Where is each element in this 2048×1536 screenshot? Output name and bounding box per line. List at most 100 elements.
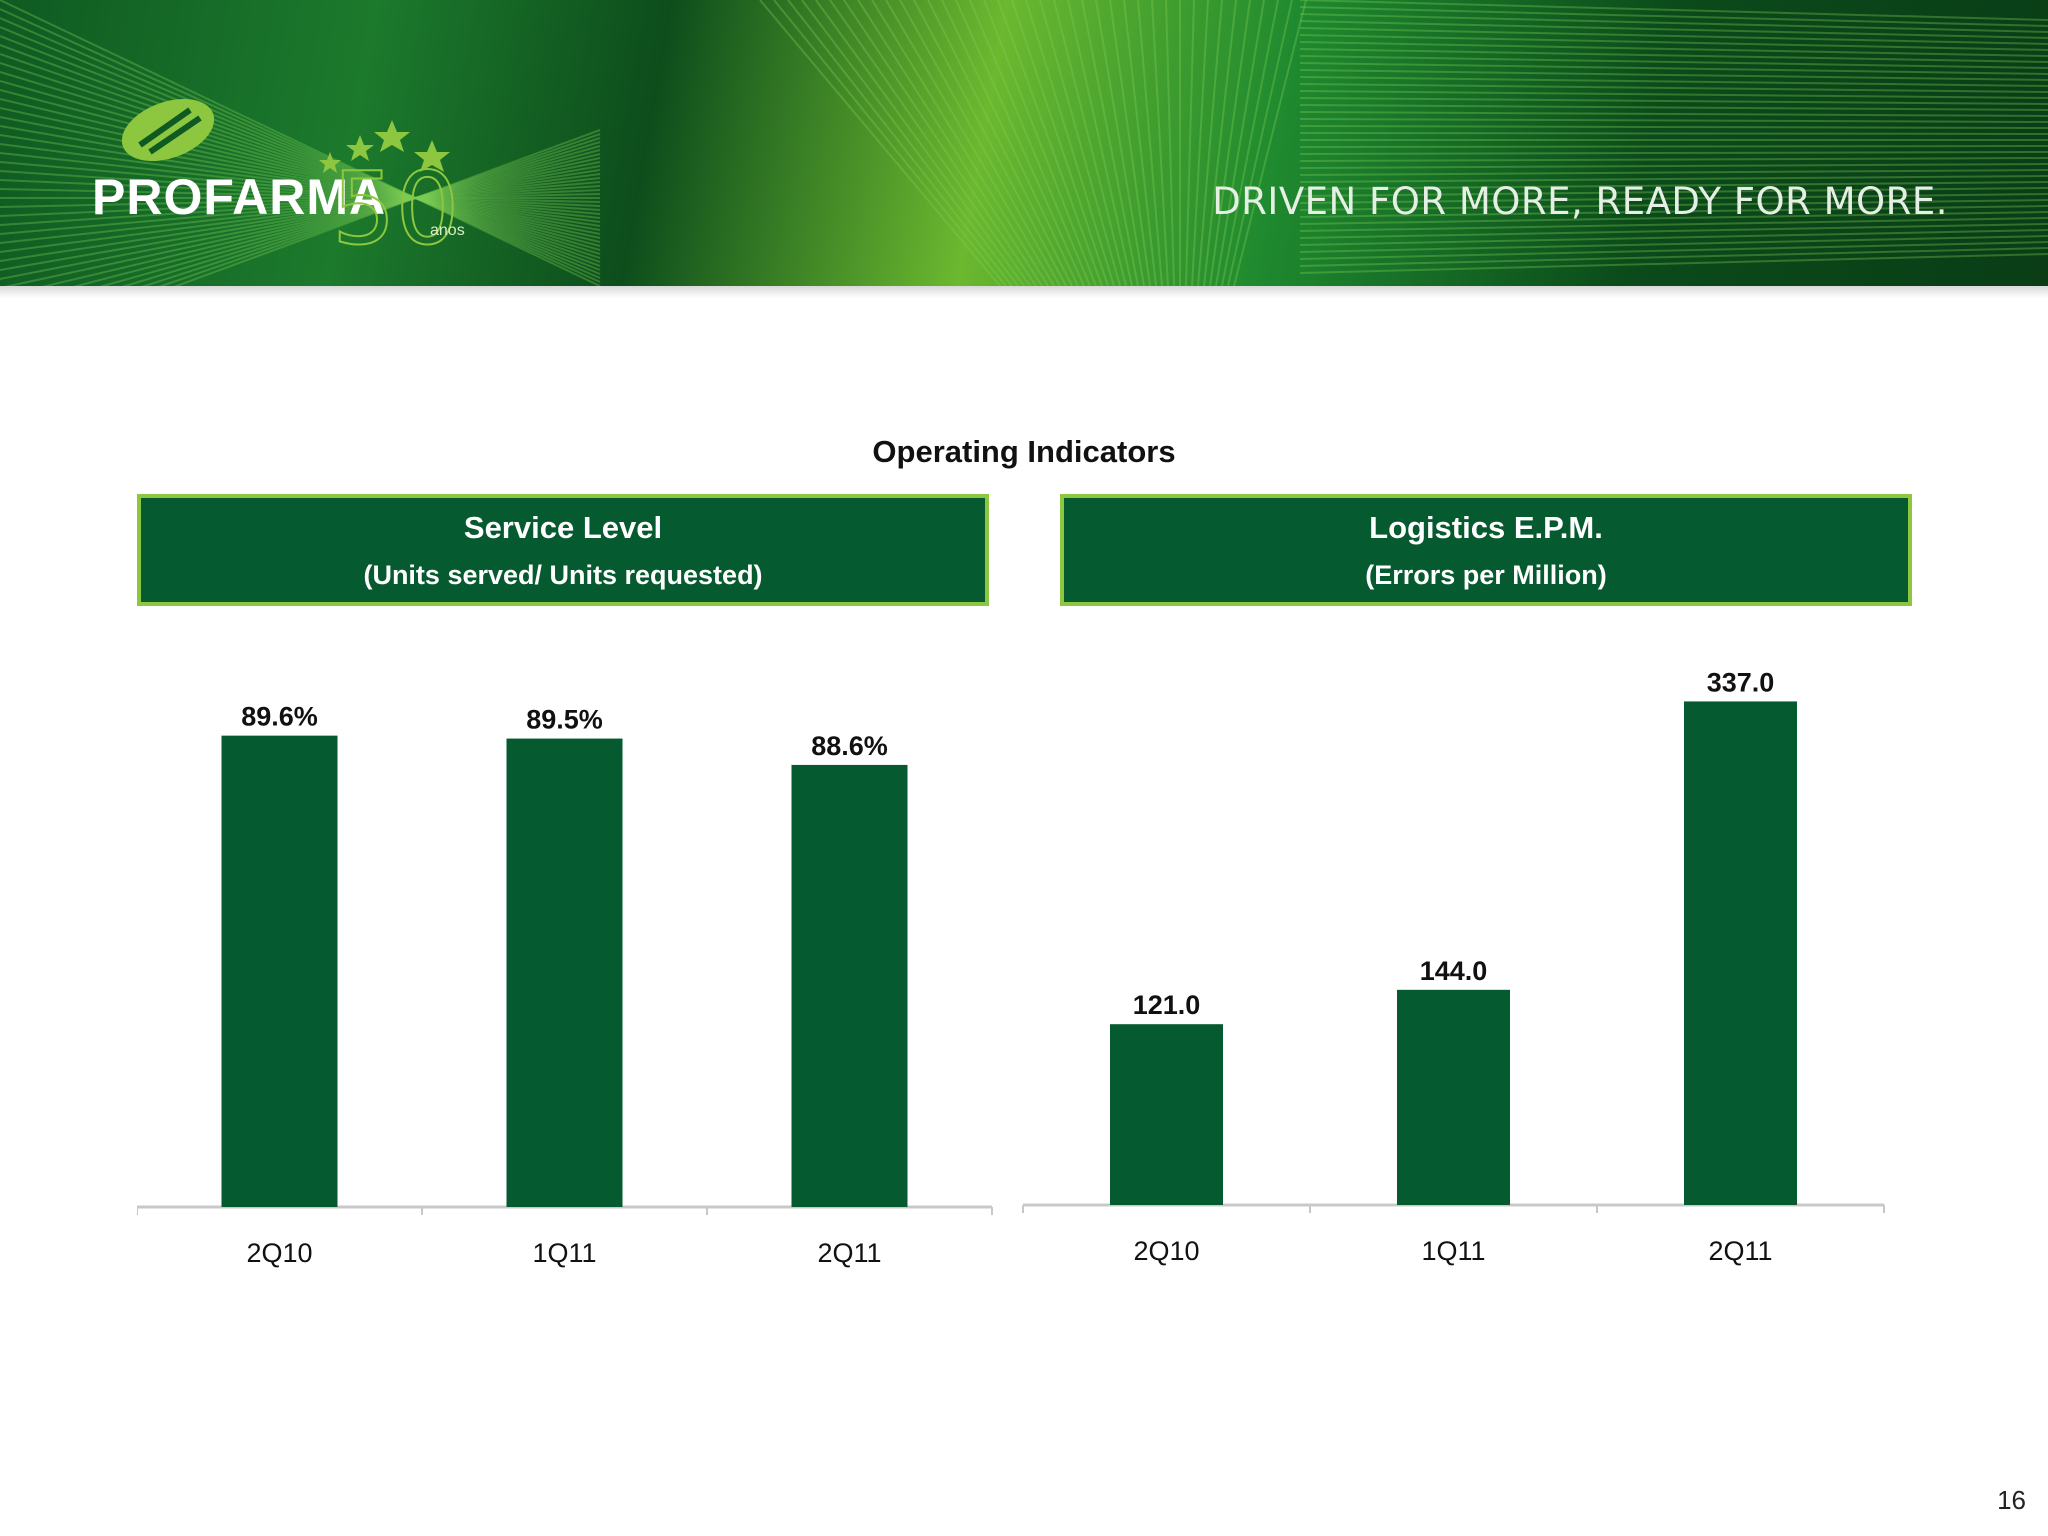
banner-stripe	[0, 107, 601, 239]
panel-header-service-level: Service Level (Units served/ Units reque…	[137, 494, 989, 606]
logo-stars	[319, 120, 450, 173]
banner-stripe	[1299, 193, 2048, 204]
banner-stripe	[969, 0, 1091, 286]
banner-stripe	[1299, 13, 2048, 33]
service-level-chart: 89.6% 2Q10 89.5% 1Q11 88.6% 2Q11	[137, 702, 993, 1268]
banner-stripe	[1299, 6, 2048, 27]
banner-stripe	[0, 152, 601, 219]
banner-stripe	[0, 181, 601, 235]
banner-stripe	[787, 0, 1013, 286]
banner-stripe	[72, 149, 601, 286]
banner-stripe	[1039, 0, 1121, 286]
banner-stripe	[0, 71, 601, 255]
banner-stripe	[4, 157, 601, 286]
banner-stripe	[997, 0, 1103, 286]
bar-2q10	[1110, 1024, 1223, 1205]
bar-1q11	[506, 738, 623, 1207]
banner-stripe	[1299, 151, 2048, 155]
banner-stripe	[1081, 0, 1139, 286]
banner-stripe	[0, 53, 601, 263]
page-title: Operating Indicators	[872, 434, 1176, 469]
banner-stripe	[843, 0, 1037, 286]
banner-stripe	[941, 0, 1079, 286]
banner-stripe	[1299, 229, 2048, 246]
bar-2q10	[221, 735, 338, 1207]
banner-stripe	[0, 17, 601, 279]
page-number: 16	[1997, 1485, 2026, 1515]
banner-stripe	[0, 143, 601, 223]
banner-stripe	[0, 125, 601, 231]
banner-stripe	[1209, 0, 1251, 286]
banner-stripe	[1299, 253, 2048, 274]
brand-years: 50	[331, 149, 460, 268]
banner-stripe	[1299, 20, 2048, 39]
banner-stripe	[983, 0, 1097, 286]
banner-stripe	[1299, 55, 2048, 69]
banner-stripe	[1197, 0, 1223, 286]
banner-stripe	[1299, 62, 2048, 75]
banner-stripe	[1299, 111, 2048, 117]
banner-stripe	[955, 0, 1085, 286]
banner-stripe	[0, 89, 601, 247]
banner-stripe	[913, 0, 1067, 286]
banner-stripe	[1299, 181, 2048, 190]
logistics-epm-chart: 121.0 2Q10 144.0 1Q11 337.0 2Q11	[1022, 667, 1885, 1266]
panel-subtitle: (Units served/ Units requested)	[363, 560, 763, 590]
banner-stripe	[1299, 83, 2048, 93]
banner-stripe	[1299, 76, 2048, 87]
banner-stripe	[829, 0, 1031, 286]
panel-title: Logistics E.P.M.	[1369, 510, 1603, 545]
banner-stripe	[801, 0, 1019, 286]
banner-stripe	[1299, 34, 2048, 51]
x-tick-label: 1Q11	[1421, 1236, 1485, 1266]
banner-stripe	[1299, 241, 2048, 260]
banner-stripe	[158, 133, 601, 286]
banner-stripe	[0, 189, 601, 217]
banner-stripe	[1299, 235, 2048, 253]
banner-stripe	[1299, 41, 2048, 57]
banner-stripe	[1299, 69, 2048, 81]
banner-stripe	[927, 0, 1073, 286]
data-label: 88.6%	[811, 731, 888, 761]
banner-stripe	[0, 165, 601, 271]
banner-stripe	[0, 185, 601, 226]
banner-stripe	[1185, 0, 1195, 286]
x-tick-label: 2Q10	[246, 1238, 312, 1268]
data-label: 144.0	[1420, 956, 1488, 986]
banner-stripe	[0, 173, 601, 253]
banner-stripe	[871, 0, 1049, 286]
brand-years-suffix: anos	[430, 222, 465, 239]
banner-stripe	[1053, 0, 1127, 286]
banner-stripe	[885, 0, 1055, 286]
banner-stripe	[0, 188, 601, 203]
bar-2q11	[791, 764, 908, 1207]
banner-stripe	[1137, 0, 1163, 286]
banner-stripe	[1299, 0, 2048, 21]
banner-stripe-pattern	[0, 0, 2048, 286]
banner-stripe	[1233, 0, 1307, 286]
banner-stripe	[0, 62, 601, 259]
banner-stripe	[1011, 0, 1109, 286]
banner-stripe	[1203, 0, 1237, 286]
x-tick-label: 2Q11	[1708, 1236, 1772, 1266]
header-banner: PROFARMA 50 anos DRIVEN FOR MORE, READY …	[0, 0, 2048, 286]
banner-stripe	[1299, 48, 2048, 63]
tagline: DRIVEN FOR MORE, READY FOR MORE.	[1212, 180, 1948, 223]
banner-stripe	[1299, 90, 2048, 99]
banner-stripe	[1299, 211, 2048, 225]
x-tick-label: 2Q11	[817, 1238, 881, 1268]
banner-stripe	[1227, 0, 1293, 286]
banner-stripe	[899, 0, 1061, 286]
banner-stripe	[1299, 205, 2048, 218]
banner-stripe	[41, 153, 601, 286]
banner-stripe	[1299, 217, 2048, 232]
banner-stripe	[99, 145, 601, 286]
panel-subtitle: (Errors per Million)	[1365, 560, 1607, 590]
banner-stripe	[1067, 0, 1133, 286]
data-label: 89.6%	[241, 702, 318, 732]
banner-stripe	[1151, 0, 1169, 286]
panel-header-logistics-epm: Logistics E.P.M. (Errors per Million)	[1060, 494, 1912, 606]
banner-stripe	[1165, 0, 1175, 286]
banner-stripe	[0, 177, 601, 244]
banner-stripe	[0, 134, 601, 227]
